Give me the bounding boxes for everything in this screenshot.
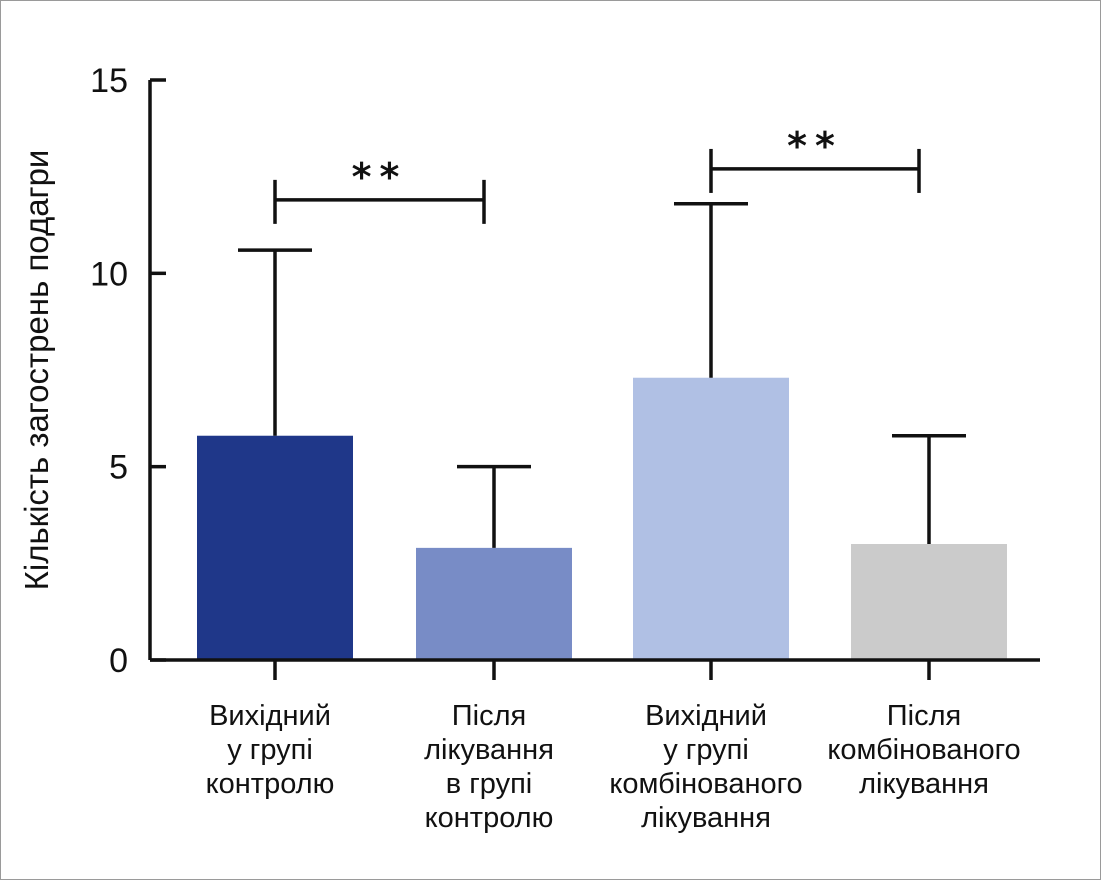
category-label-line: у групі [227,734,313,766]
bar-1 [197,435,353,660]
category-label-line: лікування [641,802,771,834]
category-label-line: контролю [206,768,335,800]
y-tick-label-10: 10 [90,255,128,293]
category-label-line: Після [452,700,526,732]
bar-2 [416,547,572,660]
bar-3 [633,377,789,660]
bar-4 [851,544,1007,660]
category-label-line: контролю [425,802,554,834]
x-category-label-2: Після лікування в групі контролю [424,700,554,834]
category-label-line: в групі [446,768,533,800]
y-axis-title: Кількість загострень подагри [18,150,55,591]
y-tick-label-0: 0 [109,642,128,680]
category-label-line: лікування [859,768,989,800]
category-label-line: Вихідний [645,700,767,732]
category-label-line: Вихідний [209,700,331,732]
category-label-line: комбінованого [609,768,802,800]
significance-bracket-2: ** [709,124,921,193]
category-label-line: Після [887,700,961,732]
y-tick-label-15: 15 [90,62,128,100]
category-label-line: у групі [663,734,749,766]
x-category-label-3: Вихідний у групі комбінованого лікування [609,700,802,834]
category-label-line: лікування [424,734,554,766]
category-label-line: комбінованого [827,734,1020,766]
y-tick-label-5: 5 [109,449,128,487]
x-category-label-1: Вихідний у групі контролю [206,700,335,800]
x-category-label-4: Після комбінованого лікування [827,700,1020,800]
significance-bracket-1: ** [273,155,486,224]
significance-label: ** [787,124,843,168]
significance-label: ** [352,155,408,199]
